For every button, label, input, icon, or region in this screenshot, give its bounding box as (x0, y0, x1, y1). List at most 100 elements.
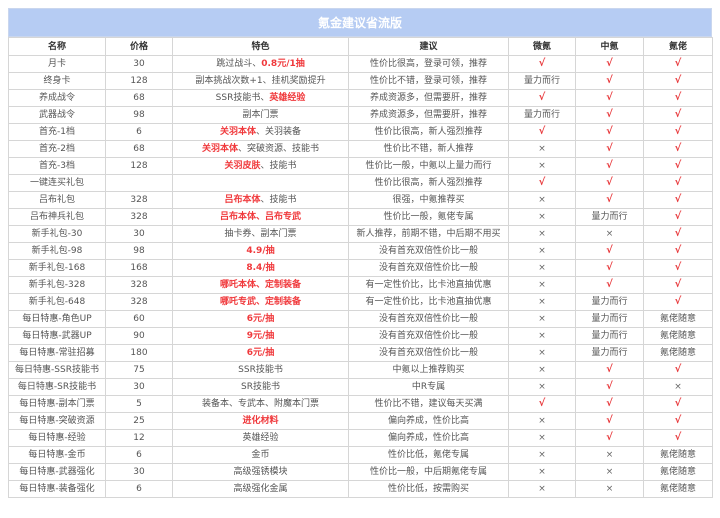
feature-cell: 吕布本体、技能书 (172, 191, 349, 209)
advice-cell: 性价比很高，新人强烈推荐 (348, 174, 509, 192)
feature-cell: 装备本、专武本、附魔本门票 (172, 395, 349, 413)
advice-cell: 偏向养成，性价比高 (348, 429, 509, 447)
table-row: 首充-2档 68 关羽本体、突破资源、技能书 性价比不错，新人推荐 × √ √ (8, 140, 713, 158)
table-row: 每日特惠-SSR技能书 75 SSR技能书 中氪以上推荐购买 × √ √ (8, 361, 713, 379)
feature-cell: 英雄经验 (172, 429, 349, 447)
mid-spender-cell: √ (575, 89, 644, 107)
header-price: 价格 (105, 37, 173, 56)
check-icon: √ (674, 364, 682, 375)
check-icon: √ (674, 228, 682, 239)
cross-icon: × (538, 450, 546, 460)
feature-cell: 副本门票 (172, 106, 349, 124)
check-icon: √ (674, 432, 682, 443)
feature-text: 装备本、专武本、附魔本门票 (201, 399, 319, 409)
advice-cell: 没有首充双倍性价比一般 (348, 259, 509, 277)
feature-text: 高级强化金属 (233, 484, 288, 494)
header-advice: 建议 (348, 37, 509, 56)
item-name-cell: 每日特惠-SR技能书 (8, 378, 106, 396)
price-cell: 90 (105, 327, 173, 345)
cross-icon: × (538, 348, 546, 358)
check-icon: √ (606, 432, 613, 443)
mid-spender-cell: √ (575, 191, 644, 209)
advice-cell: 性价比不错，建议每天买满 (348, 395, 509, 413)
whale-cell: √ (643, 259, 713, 277)
price-cell: 98 (105, 106, 173, 124)
check-icon: √ (674, 296, 682, 307)
table-row: 新手礼包-30 30 抽卡券、副本门票 新人推荐，前期不错，中后期不用买 × × √ (8, 225, 713, 243)
advice-cell: 性价比低，按需购买 (348, 480, 509, 498)
whale-cell: √ (643, 140, 713, 158)
check-icon: √ (606, 126, 613, 137)
check-icon: √ (674, 211, 682, 222)
feature-text: 金币 (251, 450, 270, 460)
check-icon: √ (606, 415, 613, 426)
light-spender-cell: × (508, 140, 576, 158)
light-spender-cell: × (508, 361, 576, 379)
light-spender-cell: √ (508, 174, 576, 192)
table-row: 月卡 30 跳过战斗、0.8元/1抽 性价比很高，登录可领，推荐 √ √ √ (8, 55, 713, 73)
mid-spender-cell: √ (575, 412, 644, 430)
feature-cell: SSR技能书 (172, 361, 349, 379)
light-spender-cell: √ (508, 89, 576, 107)
table-row: 每日特惠-经验 12 英雄经验 偏向养成，性价比高 × √ √ (8, 429, 713, 447)
table-row: 首充-1档 6 关羽本体、关羽装备 性价比很高，新人强烈推荐 √ √ √ (8, 123, 713, 141)
light-spender-cell: × (508, 191, 576, 209)
feature-text: SSR技能书、 (215, 93, 270, 103)
feature-cell: SSR技能书、英雄经验 (172, 89, 349, 107)
whale-cell: √ (643, 276, 713, 294)
header-row: 名称 价格 特色 建议 微氪 中氪 氪佬 (8, 37, 713, 56)
header-whale: 氪佬 (643, 37, 713, 56)
check-icon: √ (606, 109, 613, 120)
whale-cell: 氪佬随意 (643, 344, 713, 362)
price-cell: 6 (105, 123, 173, 141)
advice-cell: 性价比低，氪佬专属 (348, 446, 509, 464)
whale-cell: √ (643, 106, 713, 124)
mid-spender-cell: √ (575, 361, 644, 379)
feature-text: 、关羽装备 (256, 127, 302, 137)
recommendation-text: 氪佬随意 (659, 450, 696, 460)
recommendation-text: 量力而行 (523, 76, 560, 86)
cross-icon: × (605, 467, 614, 477)
whale-cell: √ (643, 242, 713, 260)
recommendation-text: 量力而行 (591, 297, 628, 307)
feature-text: 副本门票 (242, 110, 279, 120)
table-row: 每日特惠-装备强化 6 高级强化金属 性价比低，按需购买 × × 氪佬随意 (8, 480, 713, 498)
light-spender-cell: × (508, 157, 576, 175)
item-name-cell: 每日特惠-武器强化 (8, 463, 106, 481)
check-icon: √ (674, 109, 682, 120)
table-row: 吕布礼包 328 吕布本体、技能书 很强，中氪推荐买 × √ √ (8, 191, 713, 209)
recommendation-text: 氪佬随意 (659, 331, 696, 341)
item-name-cell: 新手礼包-328 (8, 276, 106, 294)
light-spender-cell: × (508, 310, 576, 328)
mid-spender-cell: √ (575, 259, 644, 277)
whale-cell: √ (643, 157, 713, 175)
mid-spender-cell: √ (575, 174, 644, 192)
cross-icon: × (538, 195, 546, 205)
item-name-cell: 吕布礼包 (8, 191, 106, 209)
item-name-cell: 每日特惠-金币 (8, 446, 106, 464)
check-icon: √ (606, 75, 613, 86)
highlight-text: 8.4/抽 (246, 263, 275, 273)
feature-cell: 高级强化金属 (172, 480, 349, 498)
feature-text: 、突破资源、技能书 (238, 144, 320, 154)
recommendation-text: 氪佬随意 (659, 484, 696, 494)
light-spender-cell: 量力而行 (508, 106, 576, 124)
whale-cell: 氪佬随意 (643, 327, 713, 345)
highlight-text: 4.9/抽 (246, 246, 275, 256)
item-name-cell: 新手礼包-30 (8, 225, 106, 243)
check-icon: √ (606, 160, 613, 171)
price-cell: 128 (105, 157, 173, 175)
table-row: 每日特惠-副本门票 5 装备本、专武本、附魔本门票 性价比不错，建议每天买满 √ √ √ (8, 395, 713, 413)
light-spender-cell: √ (508, 395, 576, 413)
cross-icon: × (538, 212, 546, 222)
feature-text: 副本挑战次数+1、挂机奖励提升 (195, 76, 326, 86)
cross-icon: × (605, 450, 614, 460)
advice-cell: 没有首充双倍性价比一般 (348, 327, 509, 345)
highlight-text: 哪吒专武、定制装备 (219, 297, 301, 307)
advice-cell: 偏向养成，性价比高 (348, 412, 509, 430)
mid-spender-cell: 量力而行 (575, 208, 644, 226)
price-cell (105, 174, 173, 192)
item-name-cell: 一键连买礼包 (8, 174, 106, 192)
price-cell: 60 (105, 310, 173, 328)
check-icon: √ (674, 245, 682, 256)
